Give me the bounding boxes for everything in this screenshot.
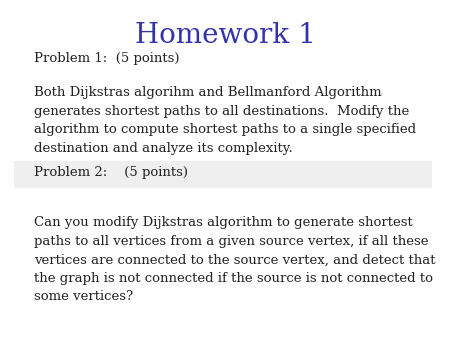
Text: Can you modify Dijkstras algorithm to generate shortest
paths to all vertices fr: Can you modify Dijkstras algorithm to ge… xyxy=(34,216,435,303)
Text: Problem 1:  (5 points): Problem 1: (5 points) xyxy=(34,52,179,65)
Text: Homework 1: Homework 1 xyxy=(135,22,315,49)
Text: Problem 2:    (5 points): Problem 2: (5 points) xyxy=(34,166,188,179)
Text: Both Dijkstras algorihm and Bellmanford Algorithm
generates shortest paths to al: Both Dijkstras algorihm and Bellmanford … xyxy=(34,86,416,155)
FancyBboxPatch shape xyxy=(14,161,432,188)
